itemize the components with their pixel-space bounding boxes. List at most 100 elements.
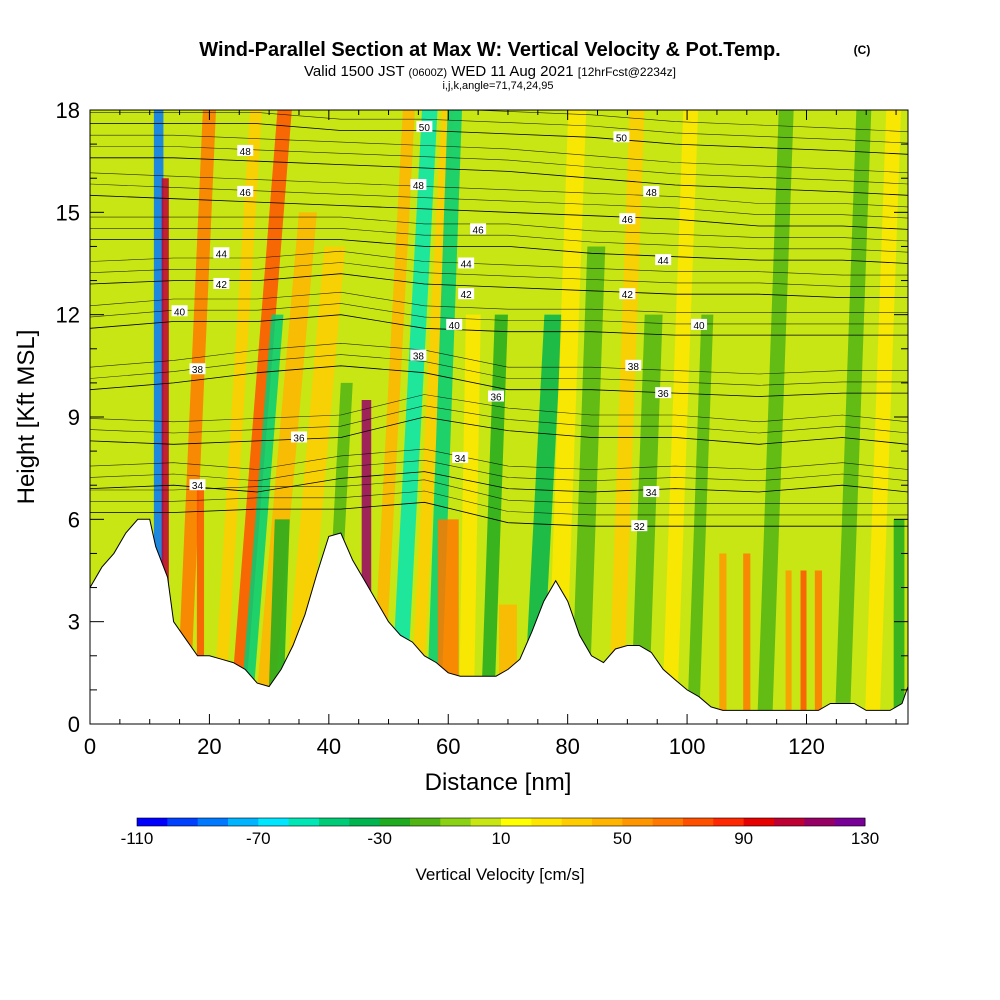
colorbar-title: Vertical Velocity [cm/s] (415, 865, 584, 884)
colorbar-swatch (228, 818, 259, 826)
colorbar-swatch (531, 818, 563, 826)
x-tick-label: 80 (555, 734, 579, 759)
contour-label-bg (643, 486, 660, 498)
contour-label-bg (290, 431, 307, 443)
velocity-band (229, 110, 292, 724)
contour-label: 42 (461, 290, 473, 301)
terrain-mask (90, 518, 908, 724)
velocity-band (458, 314, 481, 724)
velocity-band (661, 110, 699, 724)
forecast-label: [12hrFcst@2234z] (578, 65, 676, 79)
colorbar-swatch (258, 818, 290, 826)
theta-contour-line (90, 342, 908, 375)
contour-label: 36 (658, 389, 670, 400)
theta-contour-line (90, 123, 908, 155)
x-axis-label: Distance [nm] (425, 769, 572, 796)
contour-label: 46 (622, 215, 634, 226)
valid-time-line: Valid 1500 JST (0600Z) WED 11 Aug 2021 [… (304, 63, 676, 80)
contour-label: 34 (192, 481, 204, 492)
contour-label: 42 (622, 290, 634, 301)
colorbar-swatch (379, 818, 411, 826)
contour-label-bg (691, 318, 708, 330)
x-tick-label: 100 (669, 734, 706, 759)
y-tick-label: 18 (56, 98, 80, 123)
contour-label: 40 (449, 321, 461, 332)
colorbar-swatch (683, 818, 714, 826)
theta-contour-line (90, 157, 908, 196)
contour-label-bg (470, 223, 487, 235)
theta-contour-line (90, 228, 908, 253)
velocity-band (389, 110, 438, 724)
colorbar-swatch (137, 818, 168, 826)
velocity-band (864, 110, 902, 724)
colorbar-swatch (197, 818, 229, 826)
theta-contour-line (90, 459, 908, 482)
contour-label: 34 (455, 454, 467, 465)
x-tick-label: 60 (436, 734, 460, 759)
colorbar-swatch (652, 818, 684, 826)
velocity-band (785, 570, 792, 724)
theta-contour-line (90, 172, 908, 208)
contour-label-bg (410, 179, 427, 191)
contour-label: 48 (240, 147, 252, 158)
valid-date: WED 11 Aug 2021 (451, 63, 573, 80)
colorbar-swatch (501, 818, 532, 826)
colorbar-swatch (288, 818, 320, 826)
contour-label-bg (643, 185, 660, 197)
colorbar-label: 50 (613, 829, 632, 848)
colorbar-swatch (440, 818, 472, 826)
colorbar: -110 -70 -30 10 50 90 130 (121, 817, 879, 848)
colorbar-swatch (561, 818, 593, 826)
theta-contour-line (90, 490, 908, 516)
x-tick-label: 120 (788, 734, 825, 759)
contour-label: 42 (216, 280, 228, 291)
contour-label-bg (619, 213, 636, 225)
contour-label-bg (237, 185, 254, 197)
velocity-band (719, 553, 727, 724)
velocity-band (546, 110, 587, 724)
velocity-band (570, 246, 606, 724)
velocity-band (743, 553, 751, 724)
contour-label: 44 (216, 249, 228, 260)
theta-contour-line (90, 416, 908, 445)
contour-label: 38 (628, 362, 640, 373)
velocity-band (426, 110, 462, 724)
theta-contour-line (90, 479, 908, 504)
contour-label: 34 (646, 488, 658, 499)
theta-contours (90, 110, 908, 527)
theta-contour-line (90, 216, 908, 242)
contour-label: 40 (174, 307, 186, 318)
velocity-band (630, 314, 663, 724)
theta-contour-line (90, 314, 908, 336)
x-tick-label: 40 (317, 734, 341, 759)
colorbar-label: 130 (851, 829, 879, 848)
contour-label-bg (655, 254, 672, 266)
contour-label: 32 (634, 522, 646, 533)
grid-indices: i,j,k,angle=71,74,24,95 (442, 80, 553, 92)
theta-contour-line (90, 471, 908, 493)
colorbar-label: -110 (121, 829, 154, 848)
theta-contour-line (90, 405, 908, 434)
contour-label: 38 (192, 365, 204, 376)
contour-label-bg (488, 390, 505, 402)
theta-contour-line (90, 239, 908, 264)
colorbar-swatch (167, 818, 199, 826)
velocity-band (800, 570, 807, 724)
y-tick-label: 9 (68, 405, 80, 430)
contour-label-bg (458, 257, 475, 269)
colorbar-swatch (319, 818, 350, 826)
theta-contour-line (90, 303, 908, 325)
theta-contour-line (90, 262, 908, 287)
contour-label: 44 (658, 256, 670, 267)
velocity-band (522, 314, 563, 724)
valid-zulu: (0600Z) (409, 67, 448, 79)
colorbar-label: 10 (492, 829, 511, 848)
velocity-band (175, 110, 216, 724)
contour-label-bg (171, 305, 188, 317)
contour-label-bg (631, 520, 648, 532)
colorbar-frame (136, 817, 866, 827)
colorbar-swatch (622, 818, 654, 826)
contour-label: 48 (413, 181, 425, 192)
velocity-band (814, 570, 823, 724)
